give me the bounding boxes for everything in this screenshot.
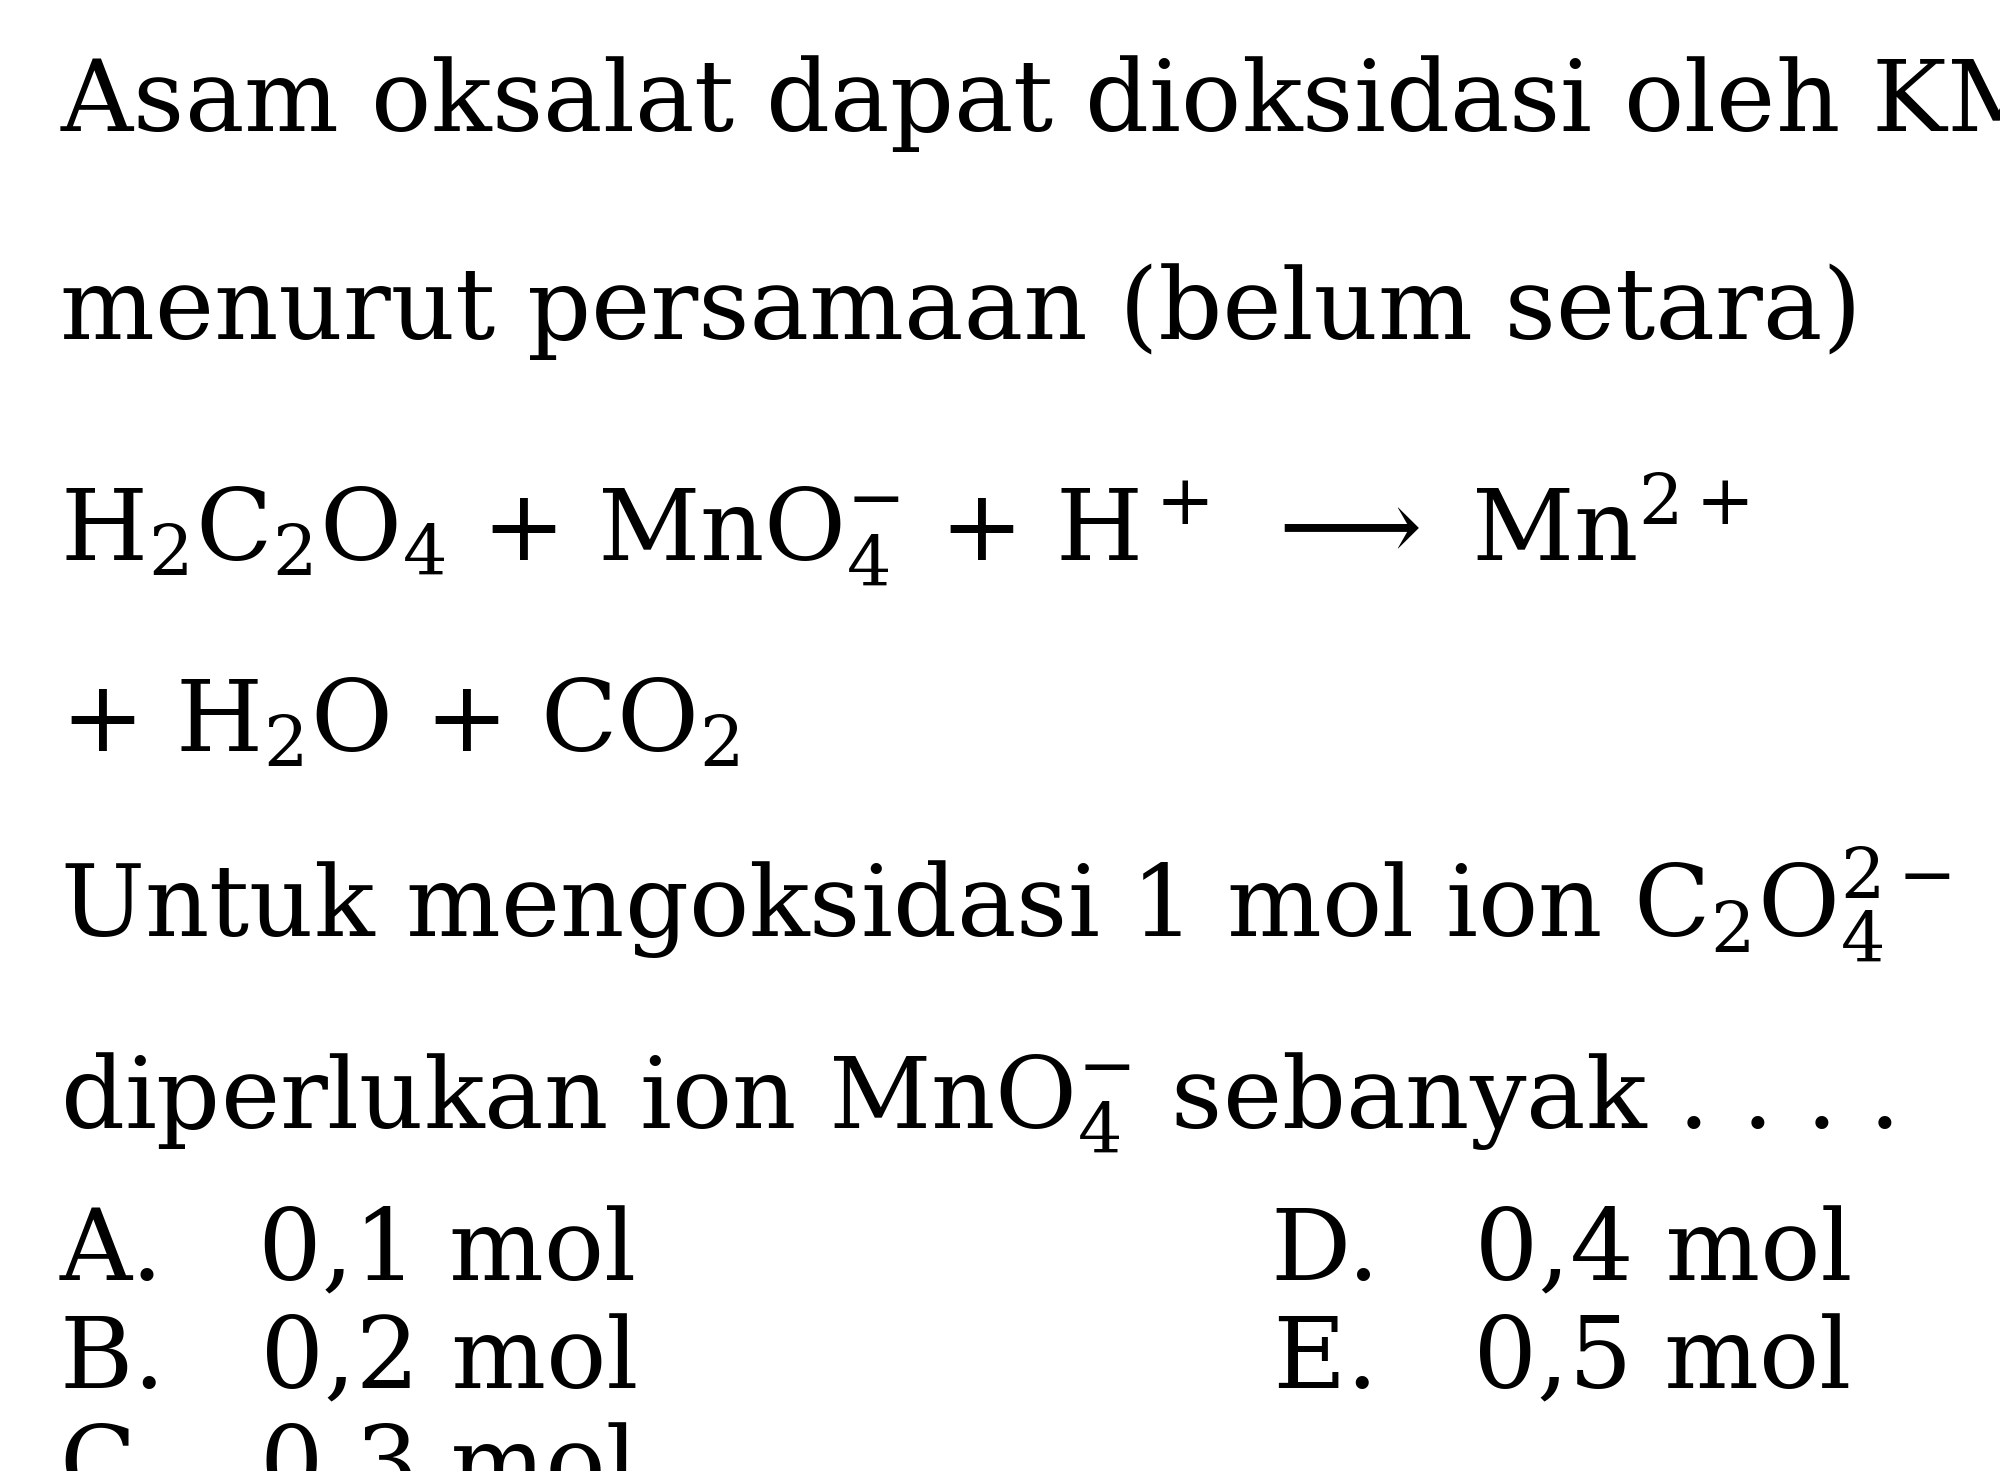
Text: Asam oksalat dapat dioksidasi oleh $\mathregular{KMnO_4}$: Asam oksalat dapat dioksidasi oleh $\mat… [60,53,2000,154]
Text: Untuk mengoksidasi 1 mol ion $\mathregular{C_2O_4^{2-}}$: Untuk mengoksidasi 1 mol ion $\mathregul… [60,844,1950,964]
Text: + $\mathregular{H_2O}$ + $\mathregular{CO_2}$: + $\mathregular{H_2O}$ + $\mathregular{C… [60,677,740,772]
Text: $\mathregular{H_2C_2O_4}$ + $\mathregular{MnO_4^{-}}$ + $\mathregular{H^+}$ $\ma: $\mathregular{H_2C_2O_4}$ + $\mathregula… [60,472,1748,588]
Text: B.   0,2 mol                    E.   0,5 mol: B. 0,2 mol E. 0,5 mol [60,1314,1852,1409]
Text: menurut persamaan (belum setara): menurut persamaan (belum setara) [60,263,1862,360]
Text: A.   0,1 mol                    D.   0,4 mol: A. 0,1 mol D. 0,4 mol [60,1206,1854,1302]
Text: C.   0,3 mol: C. 0,3 mol [60,1422,638,1471]
Text: diperlukan ion $\mathregular{MnO_4^{-}}$ sebanyak . . . .: diperlukan ion $\mathregular{MnO_4^{-}}$… [60,1050,1892,1155]
